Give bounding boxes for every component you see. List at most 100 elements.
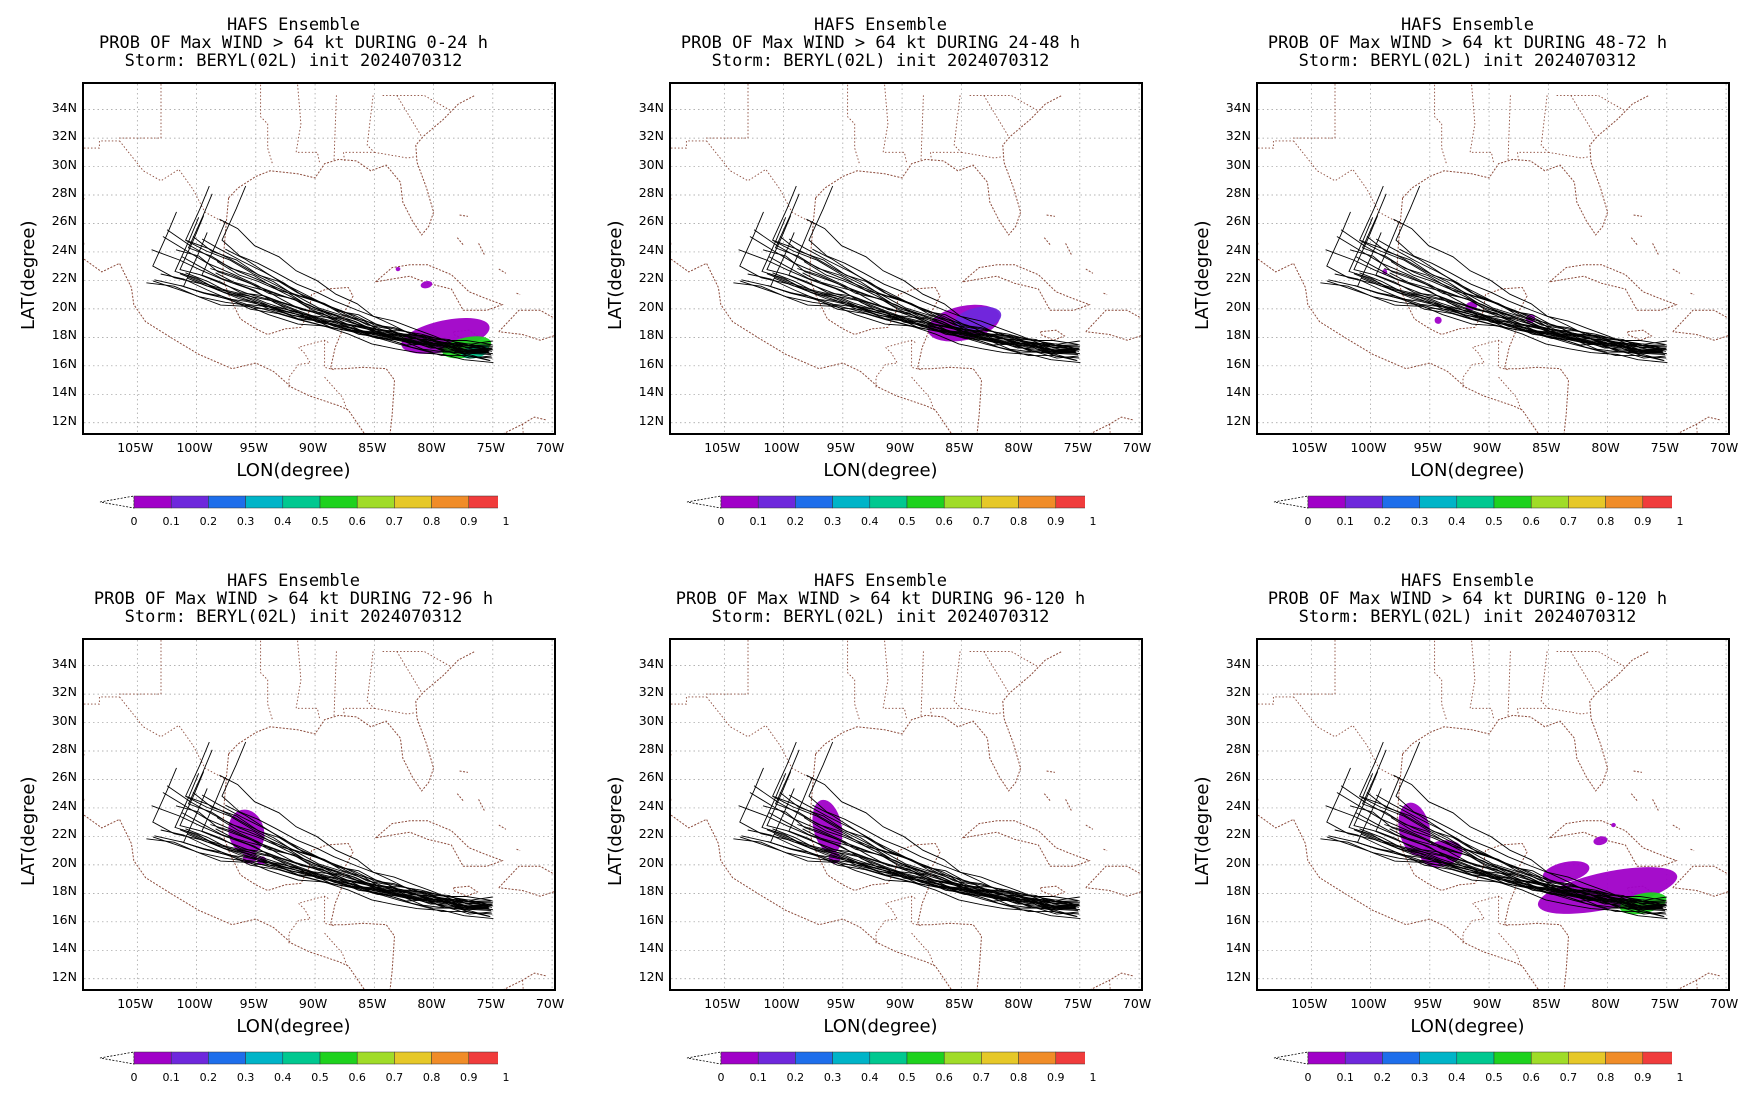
colorbar-segment	[394, 1051, 432, 1065]
ensemble-track	[808, 741, 1080, 908]
ensemble-track	[186, 796, 489, 909]
colorbar-tick-label: 0.5	[898, 515, 916, 528]
ensemble-track	[1325, 249, 1667, 354]
map-canvas	[84, 640, 554, 989]
coastline	[516, 292, 521, 296]
colorbar-under-arrow	[1273, 495, 1309, 509]
ensemble-track	[738, 249, 1080, 354]
colorbar-tick-label: 0	[1304, 1071, 1312, 1084]
panel-title-line-3: Storm: BERYL(02L) init 2024070312	[1298, 607, 1637, 627]
lat-tick-label: 12N	[638, 412, 664, 428]
ensemble-track	[766, 771, 1076, 910]
lon-tick-label: 75W	[476, 996, 505, 1011]
panel-title-line-1: HAFS Ensemble	[226, 15, 361, 35]
ensemble-track	[201, 238, 493, 359]
coastline	[498, 309, 554, 341]
lon-tick-label: 85W	[358, 996, 387, 1011]
coastline	[1065, 243, 1072, 256]
coastline	[815, 94, 1063, 236]
colorbar-segment	[356, 495, 395, 509]
lon-tick-label: 80W	[1591, 996, 1620, 1011]
y-axis-label: LAT(degree)	[18, 776, 39, 886]
ensemble-track	[187, 833, 489, 910]
ensemble-track	[179, 771, 489, 910]
lat-tick-label: 32N	[638, 128, 664, 144]
coastline	[1690, 848, 1695, 852]
colorbar-tick-label: 0.6	[348, 515, 366, 528]
ensemble-track	[1375, 238, 1667, 359]
colorbar-tick-label: 0.5	[311, 1071, 329, 1084]
colorbar-segment	[1642, 1051, 1672, 1065]
colorbar-tick-label: 0.1	[162, 1071, 180, 1084]
lat-tick-label: 34N	[51, 99, 77, 115]
y-axis-label: LAT(degree)	[1192, 776, 1213, 886]
lat-tick-label: 22N	[1225, 826, 1251, 842]
colorbar-segment	[208, 1051, 246, 1065]
lat-tick-label: 16N	[638, 911, 664, 927]
lat-tick-label: 22N	[638, 826, 664, 842]
border-line	[961, 151, 1003, 159]
border-line	[1462, 895, 1504, 944]
panel-title-line-3: Storm: BERYL(02L) init 2024070312	[124, 607, 463, 627]
border-line	[671, 140, 707, 149]
ensemble-track	[174, 217, 489, 354]
lat-tick-label: 16N	[1225, 355, 1251, 371]
colorbar-segment	[1344, 1051, 1383, 1065]
border-line	[382, 94, 452, 112]
lat-tick-label: 34N	[51, 655, 77, 671]
coastline	[1065, 799, 1072, 812]
lat-tick-label: 14N	[638, 940, 664, 956]
map-frame	[669, 638, 1143, 991]
colorbar-tick-label: 0.8	[1596, 1071, 1615, 1084]
ensemble-track	[151, 805, 493, 910]
border-line	[1570, 95, 1597, 137]
lat-tick-label: 18N	[638, 883, 664, 899]
border-line	[1258, 140, 1294, 149]
ensemble-track	[215, 828, 491, 918]
colorbar-tick-label: 0.4	[1448, 515, 1466, 528]
colorbar-tick-label: 0.6	[348, 1071, 366, 1084]
border-line	[1462, 339, 1504, 388]
lon-tick-label: 100W	[763, 440, 800, 455]
border-line	[882, 84, 908, 164]
colorbar-segment	[1456, 1051, 1495, 1065]
coastline	[1258, 258, 1539, 433]
border-line	[1292, 84, 1336, 139]
coastline	[222, 197, 547, 433]
lat-tick-label: 28N	[51, 741, 77, 757]
lon-tick-label: 75W	[1650, 996, 1679, 1011]
ensemble-track	[1353, 215, 1663, 354]
colorbar-segment	[1493, 1051, 1532, 1065]
colorbar-segment	[1642, 495, 1672, 509]
ensemble-track	[1361, 193, 1663, 353]
coastline	[1043, 237, 1051, 246]
coastline	[815, 650, 1063, 792]
colorbar-tick-label: 0.7	[385, 515, 404, 528]
lat-tick-label: 22N	[638, 270, 664, 286]
colorbar-segment	[1568, 495, 1606, 509]
ensemble-track	[215, 272, 491, 362]
lon-tick-label: 95W	[1413, 440, 1442, 455]
lat-tick-label: 12N	[1225, 968, 1251, 984]
colorbar-segment	[356, 1051, 395, 1065]
colorbar-segment	[1307, 495, 1346, 509]
coastline	[1085, 824, 1094, 830]
panel-title-line-2: PROB OF Max WIND > 64 kt DURING 0-120 h	[1267, 589, 1668, 609]
border-line	[522, 424, 524, 433]
colorbar-segment	[431, 1051, 470, 1065]
lat-tick-label: 14N	[1225, 940, 1251, 956]
lon-tick-label: 100W	[176, 996, 213, 1011]
border-line	[295, 640, 321, 720]
colorbar-segment	[170, 495, 209, 509]
lat-tick-label: 16N	[1225, 911, 1251, 927]
panel-title-line-2: PROB OF Max WIND > 64 kt DURING 96-120 h	[675, 589, 1086, 609]
lat-tick-label: 30N	[51, 156, 77, 172]
panel-title-line-1: HAFS Ensemble	[226, 571, 361, 591]
ensemble-track	[797, 824, 1079, 912]
border-line	[875, 895, 917, 944]
lat-tick-label: 20N	[1225, 854, 1251, 870]
colorbar-tick-label: 1	[502, 1071, 510, 1084]
lat-tick-label: 12N	[51, 968, 77, 984]
border-line	[324, 896, 336, 927]
border-line	[1469, 84, 1495, 164]
